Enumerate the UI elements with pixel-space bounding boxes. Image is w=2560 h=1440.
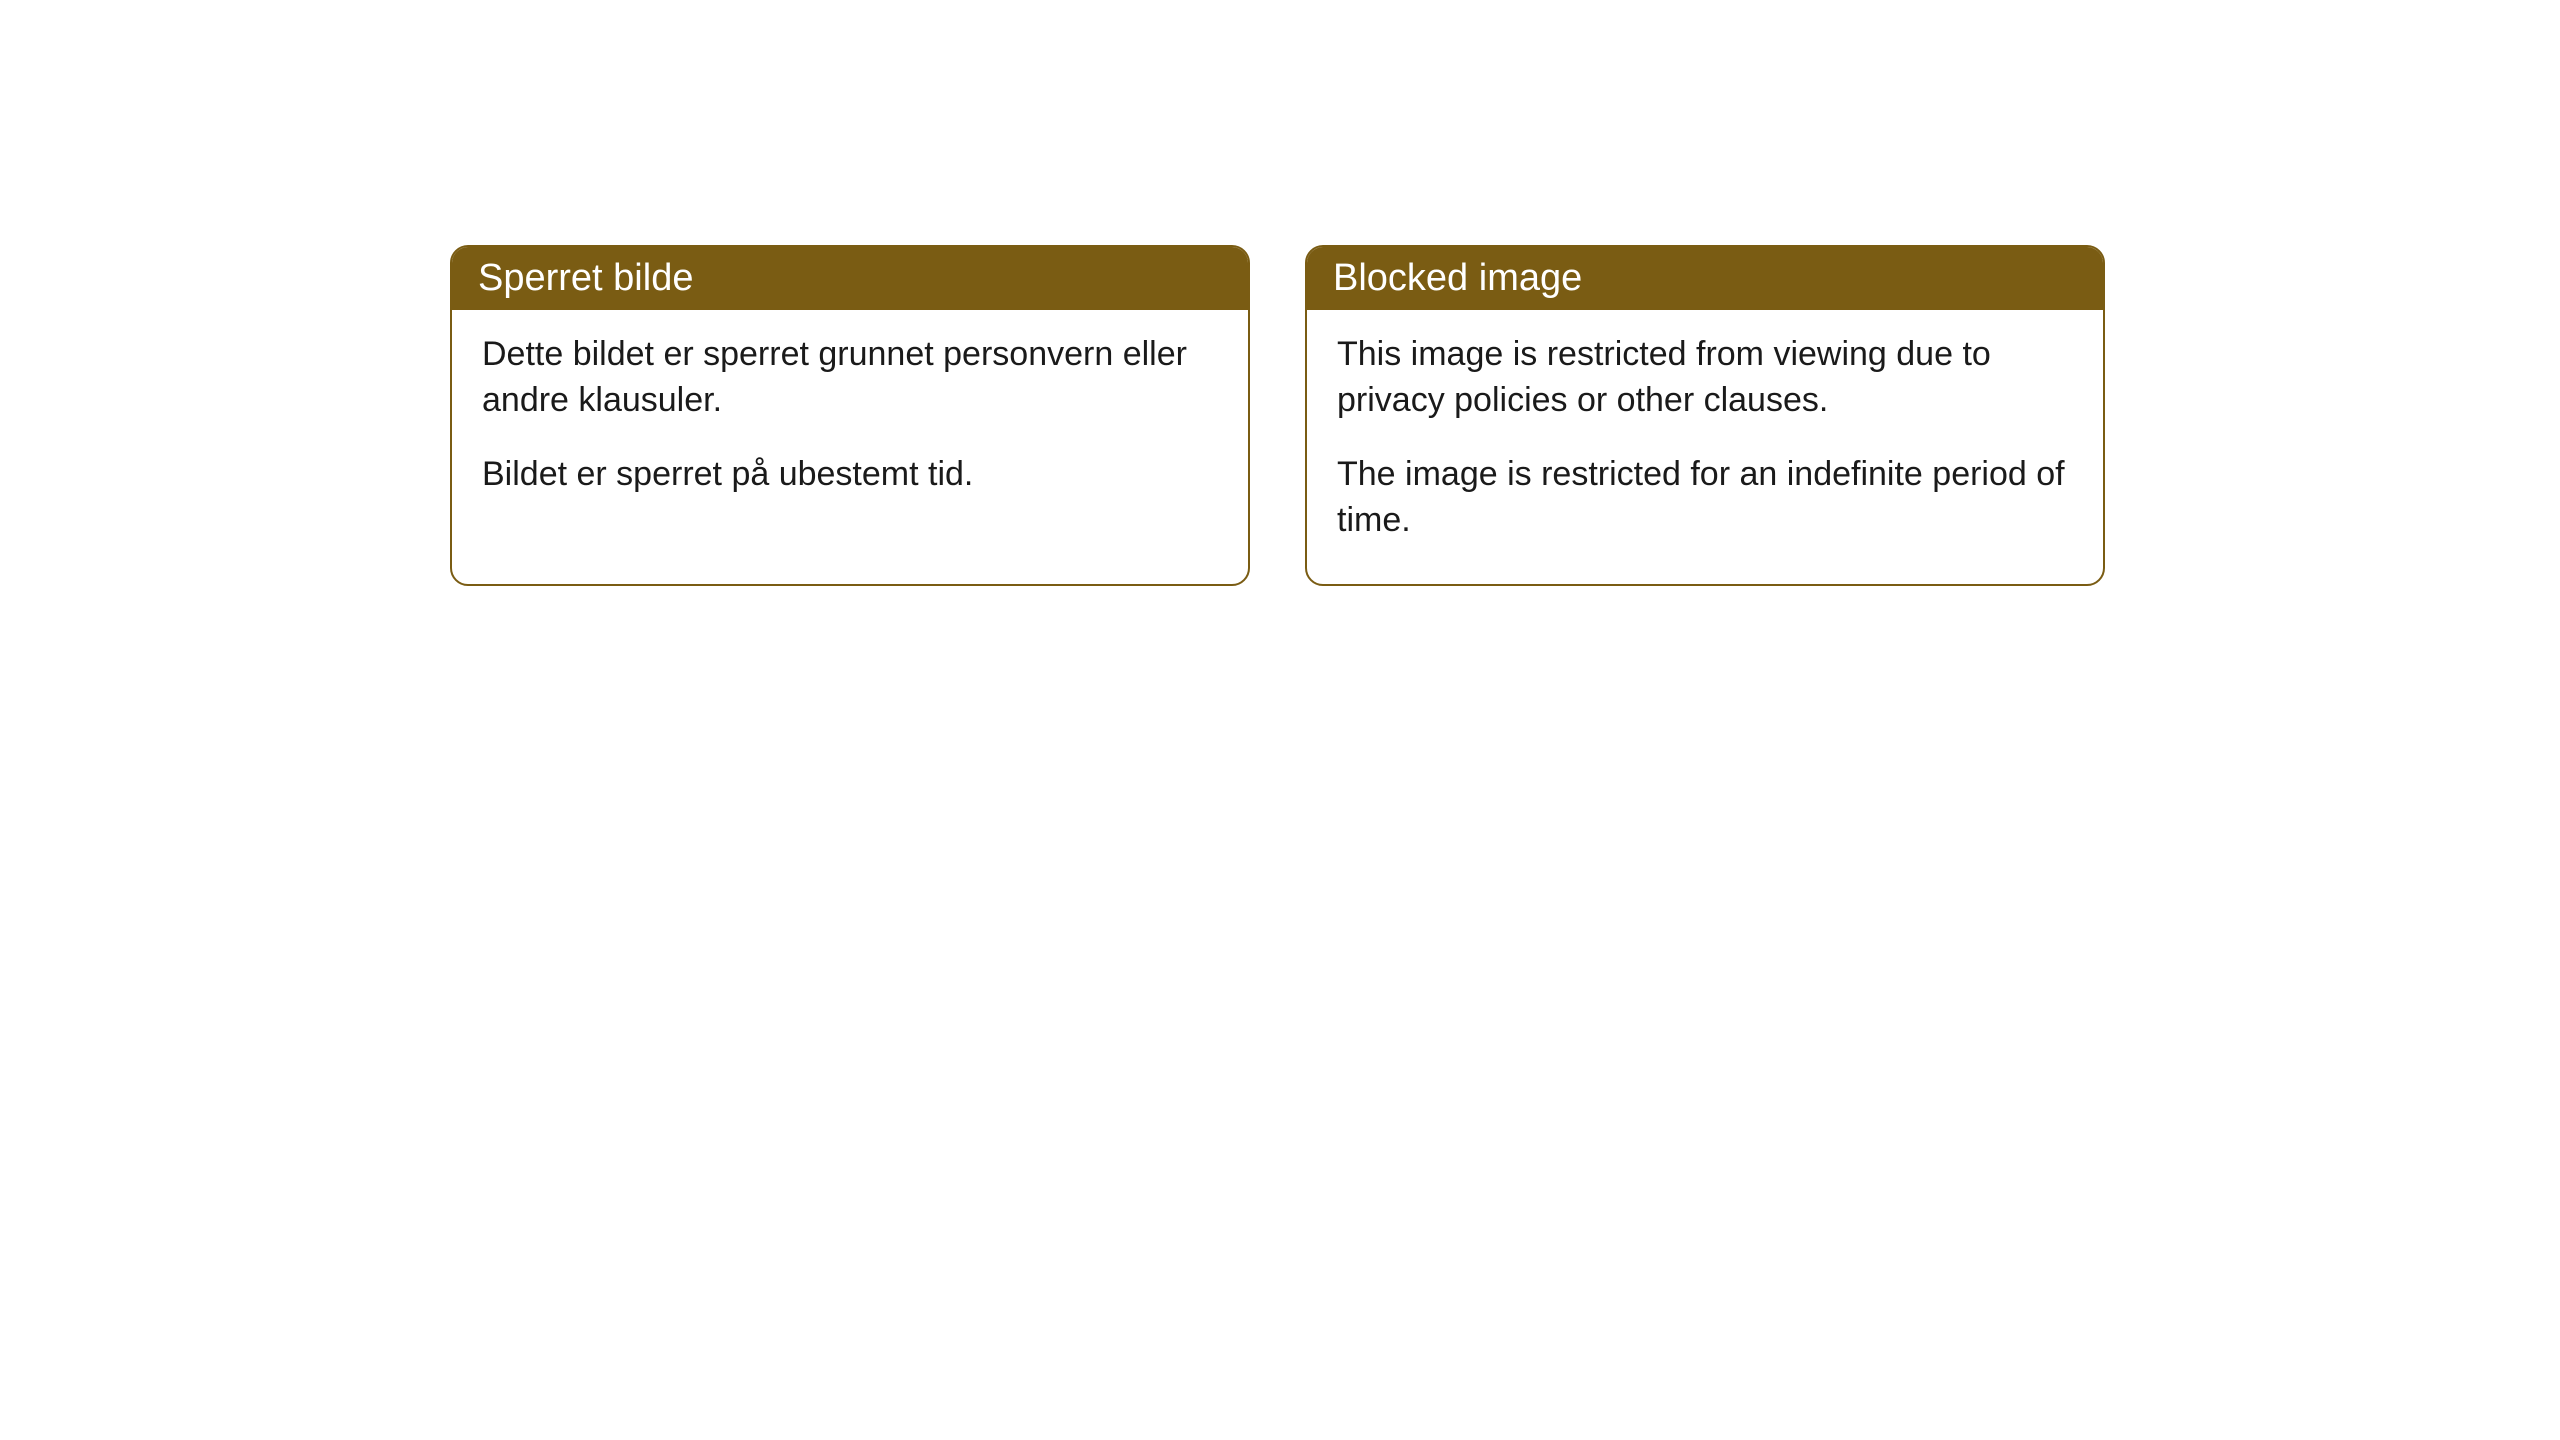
card-text-no-1: Dette bildet er sperret grunnet personve…	[482, 332, 1218, 424]
card-text-no-2: Bildet er sperret på ubestemt tid.	[482, 452, 1218, 498]
card-text-en-2: The image is restricted for an indefinit…	[1337, 452, 2073, 544]
blocked-image-card-en: Blocked image This image is restricted f…	[1305, 245, 2105, 586]
card-body-en: This image is restricted from viewing du…	[1307, 310, 2103, 584]
card-body-no: Dette bildet er sperret grunnet personve…	[452, 310, 1248, 538]
card-text-en-1: This image is restricted from viewing du…	[1337, 332, 2073, 424]
blocked-image-card-no: Sperret bilde Dette bildet er sperret gr…	[450, 245, 1250, 586]
cards-container: Sperret bilde Dette bildet er sperret gr…	[0, 0, 2560, 586]
card-header-en: Blocked image	[1307, 247, 2103, 310]
card-header-no: Sperret bilde	[452, 247, 1248, 310]
